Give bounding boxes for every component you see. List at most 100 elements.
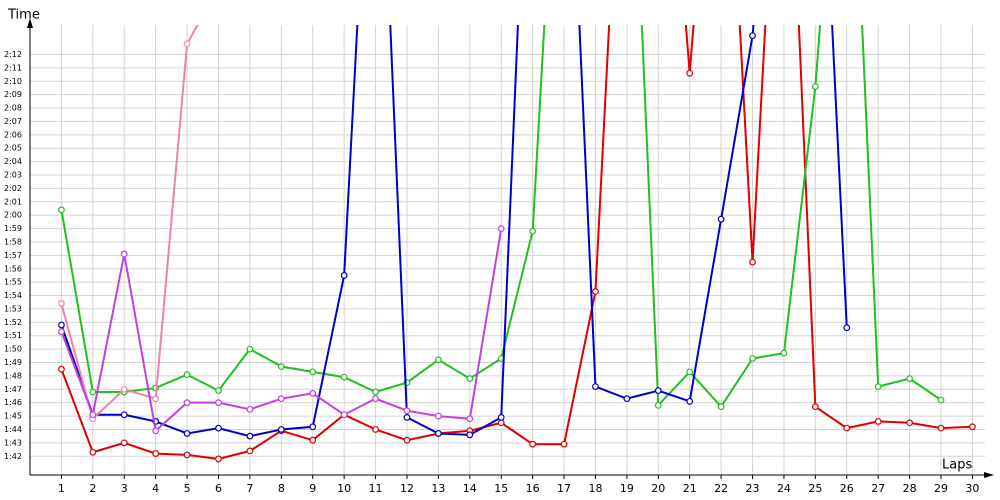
lap-point (592, 288, 599, 295)
x-tick-label: 26 (840, 482, 854, 495)
lap-point (309, 368, 317, 376)
lap-point (811, 83, 819, 91)
lap-point (215, 424, 222, 432)
lap-point (749, 258, 756, 266)
y-tick-label: 1:46 (4, 398, 22, 407)
x-tick-label: 12 (400, 482, 414, 495)
y-tick-label: 1:47 (4, 385, 22, 394)
x-arrow (984, 472, 994, 478)
x-tick-label: 30 (965, 482, 979, 495)
lap-point (466, 375, 474, 382)
lap-point (843, 324, 851, 332)
lap-point (434, 430, 442, 437)
series-line (60, 25, 848, 438)
lap-point (497, 414, 505, 421)
lap-point (529, 227, 537, 235)
lap-point (120, 411, 128, 419)
lap-point (120, 385, 128, 393)
y-tick-label: 1:52 (4, 318, 22, 327)
lap-point (58, 321, 65, 329)
lap-point (246, 432, 254, 440)
lap-point (686, 69, 694, 77)
lap-point (340, 373, 348, 381)
y-tick-label: 1:45 (4, 412, 22, 421)
x-tick-label: 28 (903, 482, 917, 495)
lap-point (309, 423, 317, 431)
lap-point (497, 225, 505, 232)
y-tick-label: 1:59 (4, 224, 22, 233)
lap-point (717, 215, 725, 223)
lap-point (372, 426, 379, 433)
x-tick-label: 29 (934, 482, 948, 495)
lap-point (246, 405, 254, 413)
y-tick-label: 1:51 (4, 331, 22, 340)
lap-point (749, 355, 756, 362)
x-tick-label: 7 (246, 482, 253, 495)
x-tick-label: 9 (309, 482, 316, 495)
lap-point (403, 436, 411, 444)
y-tick-label: 1:50 (4, 345, 22, 354)
lap-point (58, 206, 65, 214)
lap-point (152, 427, 160, 435)
y-tick-label: 1:53 (4, 304, 22, 313)
y-tick-label: 1:44 (4, 425, 22, 434)
y-tick-label: 2:04 (4, 157, 22, 166)
y-tick-label: 1:49 (4, 358, 22, 367)
y-axis-title: Time (7, 8, 40, 23)
lap-point (466, 415, 474, 423)
lap-point (874, 418, 882, 425)
lap-point (780, 349, 788, 357)
lap-point (906, 375, 914, 382)
x-tick-label: 21 (683, 482, 697, 495)
lap-point (152, 395, 160, 403)
lap-point (434, 412, 442, 420)
y-tick-label: 1:57 (4, 251, 22, 260)
x-tick-label: 6 (215, 482, 222, 495)
y-tick-label: 1:54 (4, 291, 22, 300)
lap-point (215, 387, 222, 395)
lap-point (434, 356, 442, 364)
x-tick-label: 13 (431, 482, 445, 495)
y-arrow (27, 18, 33, 28)
lap-point (749, 32, 756, 40)
x-tick-label: 10 (337, 482, 351, 495)
lap-point (372, 388, 379, 396)
y-tick-label: 2:10 (4, 77, 22, 86)
lap-point (843, 424, 851, 432)
lap-point (215, 455, 222, 463)
lap-point (937, 424, 945, 432)
lap-point (89, 411, 97, 419)
y-tick-label: 2:03 (4, 171, 22, 180)
lap-point (309, 389, 317, 397)
lap-point (654, 401, 662, 409)
y-tick-label: 2:09 (4, 90, 22, 99)
lap-point (58, 300, 65, 307)
lap-point (686, 397, 694, 405)
x-tick-label: 27 (871, 482, 885, 495)
y-tick-label: 1:48 (4, 371, 22, 380)
lap-point (277, 363, 285, 370)
lap-point (874, 383, 882, 391)
y-tick-label: 2:06 (4, 130, 22, 139)
series-line (60, 25, 973, 460)
y-tick-label: 2:08 (4, 104, 22, 113)
lap-point (183, 40, 191, 48)
x-tick-label: 15 (494, 482, 508, 495)
lap-point (183, 451, 191, 459)
y-tick-label: 2:05 (4, 144, 22, 153)
lap-point (969, 423, 976, 431)
y-tick-label: 2:01 (4, 197, 22, 206)
lap-point (309, 436, 317, 444)
lap-point (623, 395, 631, 403)
x-tick-label: 14 (463, 482, 477, 495)
x-tick-label: 25 (808, 482, 822, 495)
x-tick-label: 20 (651, 482, 665, 495)
lap-point (592, 383, 599, 391)
lap-point (403, 414, 411, 421)
y-tick-label: 2:12 (4, 50, 22, 59)
lap-point (560, 440, 568, 448)
lap-point (340, 272, 348, 279)
series (58, 25, 976, 463)
x-tick-label: 3 (121, 482, 128, 495)
